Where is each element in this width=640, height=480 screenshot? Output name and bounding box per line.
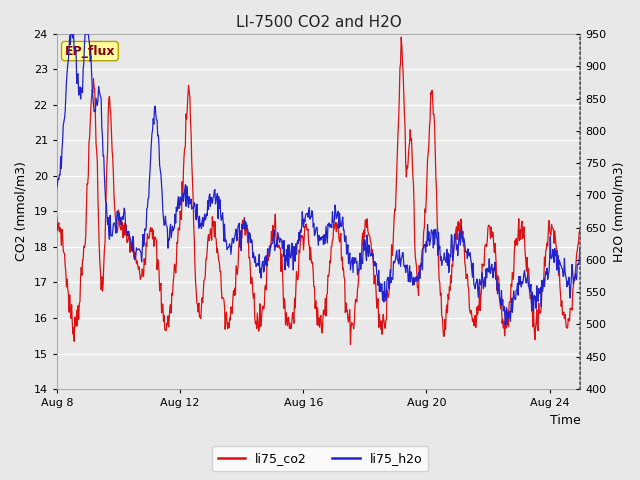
Text: EP_flux: EP_flux xyxy=(65,45,115,58)
Legend: li75_co2, li75_h2o: li75_co2, li75_h2o xyxy=(212,446,428,471)
X-axis label: Time: Time xyxy=(550,414,580,427)
Y-axis label: CO2 (mmol/m3): CO2 (mmol/m3) xyxy=(15,162,28,262)
Title: LI-7500 CO2 and H2O: LI-7500 CO2 and H2O xyxy=(236,15,401,30)
Y-axis label: H2O (mmol/m3): H2O (mmol/m3) xyxy=(612,161,625,262)
